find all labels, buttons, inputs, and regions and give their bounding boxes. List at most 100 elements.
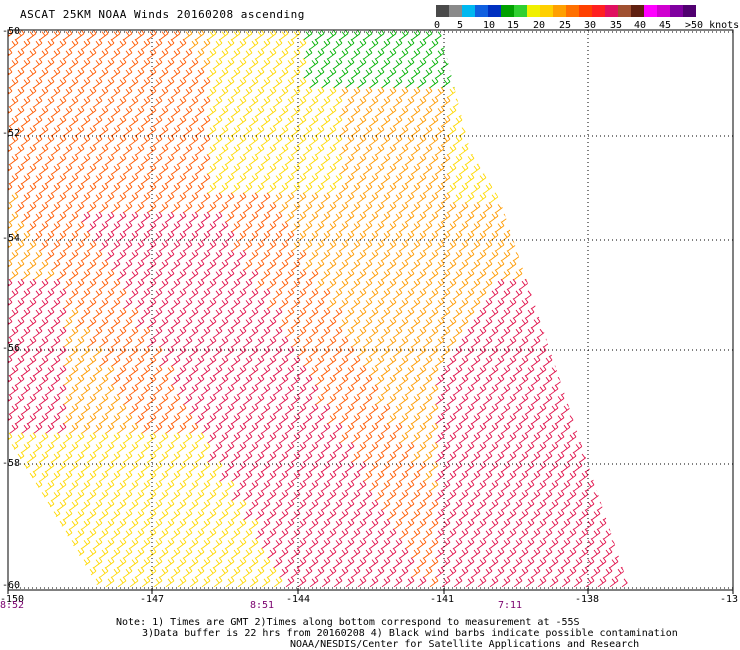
wind-barb bbox=[375, 30, 385, 40]
wind-barb bbox=[165, 154, 175, 165]
wind-barb bbox=[634, 174, 642, 184]
wind-barb bbox=[537, 77, 547, 88]
wind-barb bbox=[471, 278, 481, 290]
scale-swatch-7 bbox=[527, 5, 540, 17]
wind-barb bbox=[273, 442, 283, 453]
wind-barb bbox=[429, 461, 439, 472]
wind-barb bbox=[477, 461, 487, 472]
wind-barb bbox=[369, 326, 379, 338]
wind-barb bbox=[591, 528, 601, 540]
wind-barb bbox=[171, 298, 181, 309]
wind-barb bbox=[165, 557, 175, 568]
wind-barb bbox=[291, 48, 301, 60]
wind-barb bbox=[51, 374, 61, 386]
wind-barb bbox=[261, 557, 271, 568]
wind-barb bbox=[81, 250, 91, 261]
wind-barb bbox=[357, 403, 367, 415]
wind-barb bbox=[285, 346, 295, 357]
wind-barb bbox=[375, 202, 385, 213]
scale-swatch-2 bbox=[462, 5, 475, 17]
wind-barb bbox=[435, 470, 445, 482]
wind-barb bbox=[81, 134, 91, 146]
wind-barb bbox=[123, 182, 133, 194]
wind-barb bbox=[267, 278, 277, 290]
wind-barb bbox=[609, 518, 619, 530]
wind-barb bbox=[453, 211, 463, 223]
wind-barb bbox=[615, 125, 625, 136]
wind-barb bbox=[105, 384, 115, 396]
wind-barb bbox=[465, 154, 475, 165]
wind-barb bbox=[195, 413, 205, 424]
wind-barb bbox=[285, 173, 295, 184]
wind-barb bbox=[489, 442, 499, 453]
wind-barb bbox=[27, 470, 37, 482]
wind-barb bbox=[213, 192, 223, 204]
wind-barb bbox=[231, 86, 241, 98]
wind-barb bbox=[453, 499, 463, 511]
wind-barb bbox=[435, 298, 445, 309]
wind-barb bbox=[543, 106, 553, 117]
wind-barb bbox=[627, 67, 630, 79]
wind-barb bbox=[213, 30, 223, 31]
wind-barb bbox=[165, 480, 175, 492]
wind-barb bbox=[405, 480, 415, 492]
wind-barb bbox=[21, 384, 31, 396]
wind-barb bbox=[357, 269, 367, 280]
wind-barb bbox=[213, 576, 223, 588]
wind-barb bbox=[579, 336, 589, 348]
wind-barb bbox=[243, 566, 253, 578]
wind-barb bbox=[591, 182, 601, 194]
wind-barb bbox=[291, 106, 301, 117]
wind-barb bbox=[213, 480, 223, 492]
wind-barb bbox=[9, 346, 19, 357]
wind-barb bbox=[363, 317, 373, 328]
wind-barb bbox=[237, 384, 247, 396]
wind-barb bbox=[453, 422, 463, 434]
wind-barb bbox=[471, 394, 481, 405]
wind-barb bbox=[423, 278, 433, 290]
wind-barb bbox=[585, 115, 595, 127]
wind-barb bbox=[567, 221, 577, 232]
wind-barb bbox=[477, 96, 487, 108]
wind-barb bbox=[297, 58, 307, 69]
wind-barb bbox=[417, 154, 427, 165]
wind-barb bbox=[237, 38, 247, 50]
wind-barb bbox=[213, 307, 223, 319]
wind-barb bbox=[621, 288, 630, 300]
wind-barb bbox=[183, 336, 193, 348]
wind-barb bbox=[255, 509, 265, 520]
scale-label-7: 35 bbox=[610, 20, 623, 31]
wind-barb bbox=[591, 470, 601, 482]
wind-barb bbox=[393, 576, 403, 588]
wind-barb bbox=[375, 336, 385, 348]
wind-barb bbox=[237, 30, 247, 31]
wind-barb bbox=[117, 365, 127, 376]
wind-barb bbox=[399, 336, 409, 348]
wind-barb bbox=[333, 58, 343, 69]
wind-barb bbox=[195, 106, 205, 117]
wind-barb bbox=[585, 326, 595, 338]
wind-barb bbox=[213, 403, 223, 415]
wind-barb bbox=[171, 317, 181, 328]
wind-barb bbox=[183, 317, 193, 328]
wind-barb bbox=[339, 336, 349, 348]
wind-barb bbox=[375, 470, 385, 482]
wind-barb bbox=[81, 480, 91, 492]
wind-barb bbox=[315, 278, 325, 290]
wind-barb bbox=[609, 288, 619, 300]
wind-barb bbox=[579, 451, 589, 463]
wind-barb bbox=[387, 278, 397, 290]
wind-barb bbox=[387, 221, 397, 232]
wind-barb bbox=[573, 518, 583, 530]
wind-barb bbox=[399, 163, 409, 175]
wind-barb bbox=[333, 538, 343, 549]
wind-barb bbox=[555, 317, 565, 328]
wind-barb bbox=[609, 58, 619, 69]
wind-barb bbox=[411, 30, 421, 40]
wind-barb bbox=[459, 144, 469, 156]
wind-barb bbox=[297, 442, 307, 453]
wind-barb bbox=[63, 336, 73, 348]
wind-barb bbox=[99, 394, 109, 405]
wind-barb bbox=[87, 221, 97, 232]
wind-barb bbox=[555, 355, 565, 367]
